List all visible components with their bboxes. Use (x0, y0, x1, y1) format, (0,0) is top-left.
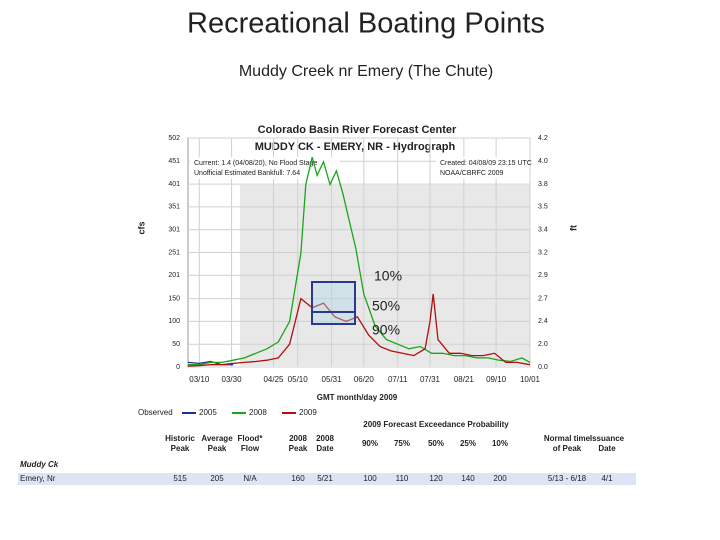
table-header: 75% (394, 439, 410, 448)
y2-tick-label: 2.7 (538, 295, 548, 302)
table-header: 90% (362, 439, 378, 448)
table-header: 50% (428, 439, 444, 448)
table-header: 2008 (289, 434, 307, 443)
x-tick-label: 05/31 (322, 375, 343, 384)
table-header: Normal time (544, 434, 591, 443)
y2-tick-label: 0.0 (538, 364, 548, 371)
table-header: Average (201, 434, 233, 443)
y-tick-label: 301 (168, 227, 180, 234)
chart-title: Colorado Basin River Forecast Center (258, 124, 457, 136)
slide-title: Recreational Boating Points (187, 8, 545, 40)
x-tick-label: 03/10 (189, 375, 210, 384)
slide-subtitle: Muddy Creek nr Emery (The Chute) (239, 63, 493, 80)
y-tick-label: 502 (168, 135, 180, 142)
table-row-band (18, 473, 636, 485)
y2-tick-label: 2.9 (538, 272, 548, 279)
legend-label: 2005 (199, 408, 217, 417)
table-cell: 5/13 - 6/18 (548, 474, 587, 483)
lines (187, 157, 531, 367)
chart-subtitle: MUDDY CK - EMERY, NR - Hydrograph (255, 141, 456, 153)
series-line (187, 293, 531, 367)
table-cell: 515 (173, 474, 187, 483)
table-cell: N/A (243, 474, 257, 483)
table-header: Date (316, 444, 334, 453)
y2-axis-label: ft (568, 225, 578, 231)
table-header: 25% (460, 439, 476, 448)
info-text: Unofficial Estimated Bankfull: 7.64 (194, 170, 300, 177)
exceedance-box (311, 281, 356, 325)
info-text: NOAA/CBRFC 2009 (440, 170, 504, 177)
x-axis-label: GMT month/day 2009 (317, 393, 398, 402)
legend-label: 2009 (299, 408, 317, 417)
x-tick-label: 03/30 (222, 375, 243, 384)
table-cell: 100 (363, 474, 377, 483)
table-row-label: Emery, Nr (20, 474, 56, 483)
table-header: 10% (492, 439, 508, 448)
y2-tick-label: 4.0 (538, 158, 548, 165)
y2-tick-label: 3.2 (538, 249, 548, 256)
x-tick-label: 05/10 (288, 375, 309, 384)
info-box-left (190, 157, 340, 179)
y2-tick-label: 2.0 (538, 341, 548, 348)
x-tick-label: 08/21 (454, 375, 475, 384)
table-cell: 160 (291, 474, 305, 483)
y-tick-label: 50 (172, 341, 180, 348)
annotation: 50% (372, 298, 400, 314)
y-tick-label: 201 (168, 272, 180, 279)
table-header: Historic (165, 434, 195, 443)
y-tick-label: 150 (168, 295, 180, 302)
legend-title: Observed (138, 408, 173, 417)
table-cell: 200 (493, 474, 507, 483)
y2-tick-label: 3.5 (538, 204, 548, 211)
table-header: Peak (208, 444, 227, 453)
table-cell: 4/1 (601, 474, 613, 483)
x-tick-label: 07/31 (420, 375, 441, 384)
y-tick-label: 0 (176, 364, 180, 371)
legend: 2005 2008 2009 (182, 408, 317, 417)
table-header: Peak (289, 444, 308, 453)
y2-tick-label: 3.8 (538, 181, 548, 188)
y-tick-label: 401 (168, 181, 180, 188)
series-line (188, 157, 531, 366)
table-header: Flow (241, 444, 260, 453)
table-header: Date (598, 444, 616, 453)
y2-tick-label: 2.4 (538, 318, 548, 325)
table-header: Flood* (238, 434, 264, 443)
table-cell: 110 (396, 474, 409, 483)
y2-tick-label: 4.2 (538, 135, 548, 142)
info-text: Current: 1.4 (04/08/20), No Flood Stage (194, 160, 317, 167)
table-header: Issuance (590, 434, 625, 443)
table-header: Peak (171, 444, 190, 453)
y-tick-label: 451 (168, 158, 180, 165)
annotation: 90% (372, 322, 400, 338)
y-tick-label: 351 (168, 204, 180, 211)
x-tick-label: 04/25 (263, 375, 284, 384)
table-header: of Peak (553, 444, 582, 453)
table-header: 2008 (316, 434, 334, 443)
table-cell: 5/21 (317, 474, 333, 483)
info-box-right (436, 157, 528, 179)
table-group: Muddy Ck (20, 460, 59, 469)
y-axis-label: cfs (136, 221, 146, 234)
annotation: 10% (374, 268, 402, 284)
x-tick-label: 10/01 (520, 375, 541, 384)
info-text: Created: 04/08/09 23:15 UTC (440, 160, 532, 167)
x-tick-label: 07/11 (388, 375, 408, 384)
y2-tick-label: 3.4 (538, 227, 548, 234)
y-tick-label: 100 (168, 318, 180, 325)
table-title: 2009 Forecast Exceedance Probability (363, 420, 509, 429)
legend-label: 2008 (249, 408, 267, 417)
y-tick-label: 251 (168, 249, 180, 256)
table: 2009 Forecast Exceedance Probability Hist… (18, 420, 636, 485)
table-cell: 140 (461, 474, 475, 483)
x-tick-label: 06/20 (354, 375, 375, 384)
table-cell: 205 (210, 474, 224, 483)
table-cell: 120 (429, 474, 443, 483)
x-tick-label: 09/10 (486, 375, 507, 384)
